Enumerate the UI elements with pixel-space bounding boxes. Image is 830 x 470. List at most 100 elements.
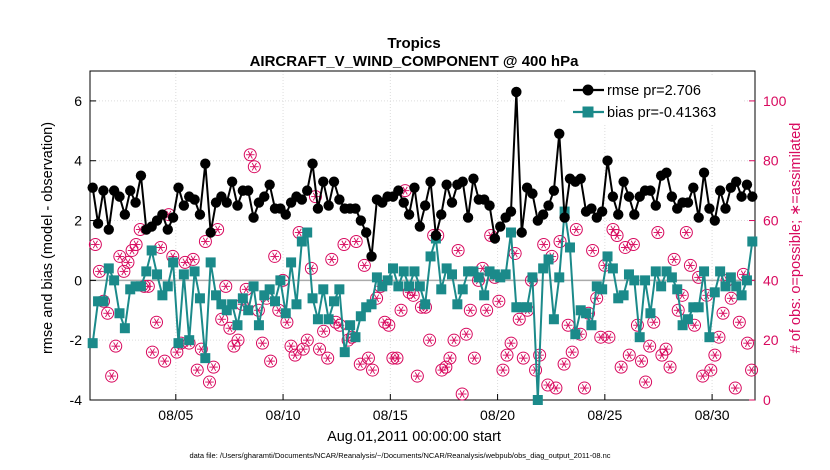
obs-point (704, 363, 718, 377)
obs-point (390, 351, 404, 365)
obs-circle (264, 354, 278, 368)
rmse-point (537, 209, 549, 220)
obs-star (691, 321, 698, 330)
bias-point (634, 332, 645, 343)
bias-point (130, 281, 141, 292)
legend-bias-marker (582, 106, 594, 118)
y-tick-label: 0 (74, 272, 82, 288)
bias-point (463, 266, 474, 277)
rmse-point (495, 221, 506, 232)
bias-point (452, 299, 463, 310)
obs-star (137, 225, 143, 234)
obs-circle (635, 354, 649, 368)
bias-point (355, 311, 366, 322)
obs-point (435, 363, 449, 377)
bias-point (715, 266, 726, 277)
obs-circle (671, 303, 685, 317)
y-tick-label: 6 (74, 93, 82, 109)
bias-point (286, 257, 297, 268)
obs-circle (186, 252, 200, 266)
bias-point (527, 272, 538, 283)
bias-point (479, 290, 490, 301)
obs-point (740, 336, 754, 350)
bias-point (312, 314, 323, 325)
obs-circle (459, 327, 473, 341)
obs-circle (150, 315, 163, 329)
bias-point (516, 302, 527, 313)
obs-circle (504, 336, 518, 350)
obs-circle (243, 148, 257, 162)
rmse-point (559, 212, 570, 223)
obs-circle (610, 229, 624, 242)
obs-star (447, 354, 453, 363)
bias-point (693, 302, 704, 313)
bias-point (307, 293, 318, 304)
bias-point (216, 299, 227, 310)
bias-point (704, 332, 715, 343)
obs-circle (219, 279, 233, 293)
obs-circle (728, 381, 742, 395)
rmse-point (554, 128, 565, 140)
bias-point (119, 323, 130, 334)
obs-point (626, 237, 640, 251)
obs-star (215, 225, 221, 234)
y-right-tick-label: 40 (763, 272, 779, 288)
obs-star (463, 330, 469, 339)
obs-star (206, 378, 213, 387)
bias-point (709, 287, 720, 298)
bias-point (736, 290, 747, 301)
rmse-point (436, 209, 447, 220)
rmse-point (457, 176, 468, 187)
y-right-tick-label: 0 (763, 392, 771, 408)
obs-star (414, 372, 420, 381)
obs-circle (516, 351, 530, 365)
rmse-point (430, 230, 442, 241)
bias-point (168, 257, 179, 268)
bias-point (232, 320, 243, 331)
left-axis-ticks: -4 -2 0 2 4 6 (70, 93, 96, 408)
data-file-note: data file: /Users/gharamti/Documents/NCA… (189, 451, 610, 460)
obs-star (590, 246, 596, 255)
obs-point (394, 303, 408, 317)
bias-point (227, 299, 238, 310)
obs-star (467, 306, 473, 315)
legend-box (567, 77, 743, 124)
obs-circle (447, 333, 461, 347)
obs-point (716, 306, 730, 320)
bias-point (291, 299, 302, 310)
obs-point (496, 363, 510, 377)
obs-star (198, 345, 204, 354)
obs-star (325, 354, 331, 363)
obs-star (516, 315, 522, 324)
bias-point (253, 320, 264, 331)
obs-star (113, 342, 119, 351)
bias-point (377, 281, 388, 292)
rmse-point (462, 212, 474, 223)
obs-star (158, 243, 164, 252)
obs-star (610, 225, 616, 234)
obs-star (96, 267, 102, 276)
obs-point (667, 252, 681, 266)
bias-point (409, 266, 420, 277)
obs-star (480, 264, 486, 273)
obs-circle (708, 348, 722, 362)
bias-point (446, 269, 457, 280)
bias-point (87, 338, 98, 349)
obs-star (268, 357, 274, 366)
bias-point (505, 227, 516, 238)
rmse-point (414, 221, 426, 232)
obs-star (679, 291, 685, 300)
obs-point (313, 342, 327, 356)
bias-point (575, 305, 586, 316)
obs-point (121, 255, 135, 269)
rmse-point (355, 215, 367, 226)
obs-star (504, 351, 510, 360)
obs-circle (569, 223, 583, 237)
bias-point (645, 308, 656, 319)
obs-circle (121, 255, 135, 269)
obs-point (553, 234, 567, 248)
rmse-point (243, 185, 254, 196)
bias-point (532, 395, 543, 405)
obs-point (366, 363, 380, 377)
obs-star (235, 336, 241, 345)
